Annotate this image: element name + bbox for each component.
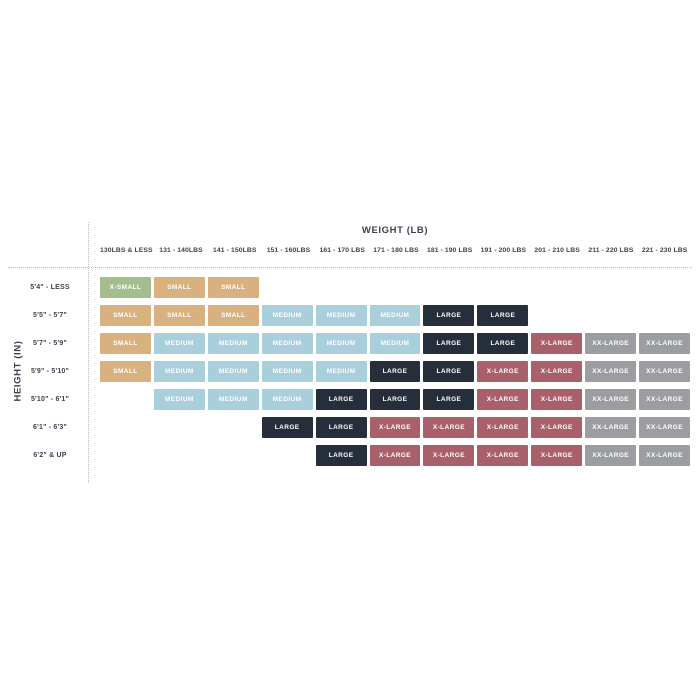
- size-grid: X-SMALL SMALL SMALL SMALL SMALL SMALL MEDIUM ME…: [100, 277, 690, 466]
- size-cell: X-LARGE: [477, 361, 529, 382]
- size-cell: X-LARGE: [531, 361, 583, 382]
- height-row-label: 5'4" - LESS: [30, 284, 70, 291]
- weight-column-header: 171 - 180 LBS: [373, 247, 419, 254]
- size-cell: LARGE: [315, 389, 367, 410]
- size-cell: MEDIUM: [207, 361, 259, 382]
- size-cell: MEDIUM: [315, 305, 367, 326]
- weight-column-headers: 130LBS & LESS 131 - 140LBS 141 - 150LBS 151…: [100, 247, 690, 254]
- weight-column-header: 151 - 160LBS: [266, 247, 311, 254]
- size-cell: XX-LARGE: [585, 389, 637, 410]
- size-cell: MEDIUM: [315, 361, 367, 382]
- size-cell: X-LARGE: [423, 445, 475, 466]
- weight-column-header: 221 - 230 LBS: [641, 247, 688, 254]
- x-axis-dotted-line: [8, 267, 692, 268]
- size-cell: XX-LARGE: [639, 389, 690, 410]
- size-cell: MEDIUM: [369, 333, 421, 354]
- weight-column-header: 211 - 220 LBS: [588, 247, 634, 254]
- size-cell: MEDIUM: [153, 389, 205, 410]
- size-cell: X-LARGE: [369, 445, 421, 466]
- size-cell: LARGE: [369, 389, 421, 410]
- size-cell: SMALL: [153, 305, 205, 326]
- size-cell: LARGE: [423, 333, 475, 354]
- height-row-label: 5'7" - 5'9": [33, 340, 67, 347]
- size-cell: XX-LARGE: [585, 417, 637, 438]
- size-cell: X-LARGE: [531, 445, 583, 466]
- size-cell: LARGE: [477, 305, 529, 326]
- weight-column-header: 201 - 210 LBS: [534, 247, 580, 254]
- height-row-label: 5'10" - 6'1": [30, 396, 70, 403]
- size-cell: XX-LARGE: [585, 361, 637, 382]
- size-cell: LARGE: [315, 445, 367, 466]
- size-cell: LARGE: [315, 417, 367, 438]
- size-cell: MEDIUM: [153, 361, 205, 382]
- size-cell: XX-LARGE: [585, 333, 637, 354]
- size-cell: LARGE: [423, 361, 475, 382]
- height-row-label: 5'5" - 5'7": [33, 312, 67, 319]
- size-cell: LARGE: [423, 305, 475, 326]
- size-cell: LARGE: [477, 333, 529, 354]
- size-cell: X-LARGE: [369, 417, 421, 438]
- size-cell: LARGE: [369, 361, 421, 382]
- weight-column-header: 191 - 200 LBS: [480, 247, 527, 254]
- size-cell: MEDIUM: [153, 333, 205, 354]
- size-cell: XX-LARGE: [585, 445, 637, 466]
- size-cell: X-LARGE: [531, 389, 583, 410]
- size-cell: MEDIUM: [315, 333, 367, 354]
- height-row-label: 6'2" & UP: [33, 452, 67, 459]
- weight-column-header: 141 - 150LBS: [213, 247, 257, 254]
- weight-axis-title: WEIGHT (LB): [361, 225, 429, 236]
- size-cell: X-LARGE: [423, 417, 475, 438]
- size-cell: MEDIUM: [261, 305, 313, 326]
- size-cell: X-LARGE: [531, 333, 583, 354]
- height-row-labels: 5'4" - LESS 5'5" - 5'7" 5'7" - 5'9" 5'9" - …: [10, 277, 90, 466]
- size-cell: X-LARGE: [477, 389, 529, 410]
- size-cell: MEDIUM: [261, 333, 313, 354]
- size-cell: MEDIUM: [207, 333, 259, 354]
- size-cell: SMALL: [207, 277, 259, 298]
- weight-column-header: 131 - 140LBS: [159, 247, 203, 254]
- size-cell: SMALL: [207, 305, 259, 326]
- size-cell: X-LARGE: [477, 445, 529, 466]
- size-cell: SMALL: [100, 333, 151, 354]
- size-cell: XX-LARGE: [639, 361, 690, 382]
- weight-column-header: 161 - 170 LBS: [319, 247, 365, 254]
- size-cell: MEDIUM: [207, 389, 259, 410]
- size-cell: SMALL: [100, 361, 151, 382]
- weight-column-header: 130LBS & LESS: [100, 247, 153, 254]
- size-cell: X-LARGE: [477, 417, 529, 438]
- size-cell: MEDIUM: [261, 361, 313, 382]
- y-axis-dotted-line: [88, 222, 89, 483]
- height-row-label: 6'1" - 6'3": [33, 424, 67, 431]
- size-cell: LARGE: [423, 389, 475, 410]
- size-cell: MEDIUM: [369, 305, 421, 326]
- size-cell: XX-LARGE: [639, 417, 690, 438]
- height-row-label: 5'9" - 5'10": [30, 368, 70, 375]
- size-cell: SMALL: [153, 277, 205, 298]
- size-cell: XX-LARGE: [639, 445, 690, 466]
- size-cell: X-SMALL: [100, 277, 151, 298]
- size-cell: LARGE: [261, 417, 313, 438]
- size-cell: SMALL: [100, 305, 151, 326]
- size-cell: X-LARGE: [531, 417, 583, 438]
- size-cell: XX-LARGE: [639, 333, 690, 354]
- weight-column-header: 181 - 190 LBS: [426, 247, 473, 254]
- size-cell: MEDIUM: [261, 389, 313, 410]
